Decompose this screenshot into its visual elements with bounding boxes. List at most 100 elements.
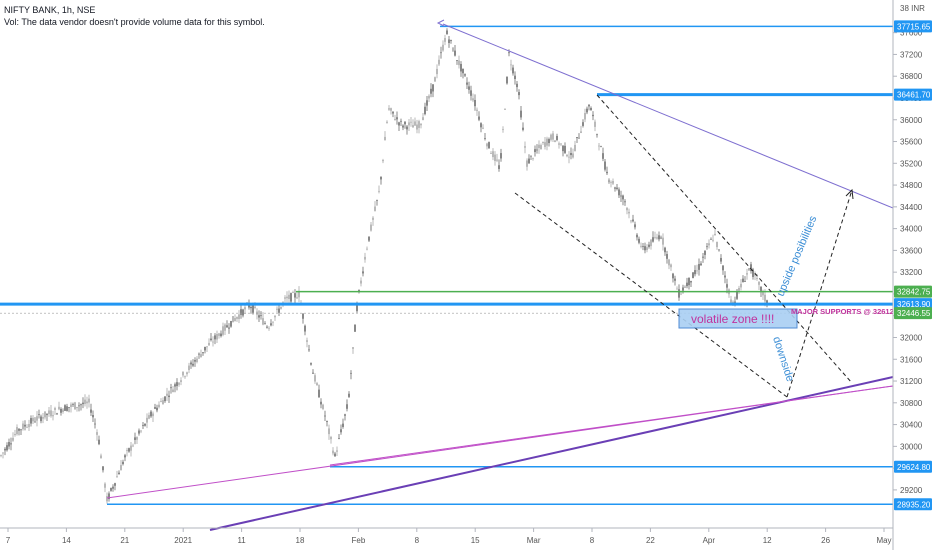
candle-body [674, 278, 676, 281]
price-level-tag: 36461.70 [894, 88, 932, 101]
candle-body [550, 134, 552, 140]
candle-body [14, 433, 16, 436]
candle-body [270, 323, 272, 326]
price-tick-label: 29200 [900, 486, 923, 495]
price-tick-label: 36800 [900, 72, 923, 81]
candle-body [704, 250, 706, 255]
candle-body [454, 50, 456, 56]
candle-body [182, 371, 184, 376]
price-tick-label: 32000 [900, 333, 923, 342]
candle-body [60, 408, 62, 413]
candle-body [2, 452, 4, 454]
candle-body [610, 181, 612, 183]
candle-body [190, 362, 192, 365]
candle-body [40, 416, 42, 422]
candle-body [450, 40, 452, 42]
candle-body [252, 304, 254, 313]
time-tick-label: Mar [527, 536, 541, 545]
candle-body [512, 67, 514, 74]
candle-body [64, 405, 66, 411]
candle-body [604, 161, 606, 170]
price-tick-label: 34800 [900, 181, 923, 190]
candle-body [398, 122, 400, 126]
candle-body [500, 153, 502, 159]
candle-body [658, 235, 660, 240]
candle-body [334, 453, 336, 457]
candle-body [376, 199, 378, 201]
candle-body [718, 249, 720, 251]
candle-body [492, 151, 494, 158]
downside-label: downside [770, 335, 796, 383]
candle-body [446, 30, 448, 35]
candle-body [662, 237, 664, 245]
candle-body [732, 301, 734, 304]
symbol-title: NIFTY BANK, 1h, NSE [4, 5, 96, 15]
candle-body [530, 155, 532, 157]
candle-body [618, 189, 620, 196]
candle-body [264, 323, 266, 325]
candle-body [404, 121, 406, 125]
candle-body [354, 324, 356, 332]
price-tick-label: 35200 [900, 159, 923, 168]
candle-body [552, 133, 554, 140]
candle-body [418, 121, 420, 128]
candle-body [58, 406, 60, 410]
candle-body [534, 149, 536, 153]
time-tick-label: Feb [352, 536, 366, 545]
candle-body [490, 152, 492, 154]
candle-body [248, 304, 250, 308]
candle-body [166, 393, 168, 396]
candle-body [126, 450, 128, 451]
candle-body [486, 143, 488, 147]
candle-body [346, 404, 348, 409]
price-axis[interactable]: 2920029600300003040030800312003160032000… [892, 0, 932, 550]
time-tick-label: 7 [6, 536, 11, 545]
time-axis[interactable]: 7 14 21 2021 11 18 Feb 8 15 Mar 8 22 Apr 12 26 May [0, 527, 893, 545]
trendline-arrow [436, 19, 445, 27]
candle-body [426, 100, 428, 106]
candle-body [742, 278, 744, 283]
candle-body [730, 299, 732, 304]
candle-body [138, 430, 140, 434]
candle-body [238, 314, 240, 320]
candle-body [160, 401, 162, 402]
price-tag-bg [894, 88, 932, 101]
candle-body [652, 237, 654, 242]
candle-body [274, 315, 276, 318]
candle-body [452, 47, 454, 52]
candle-body [670, 264, 672, 268]
candle-body [236, 316, 238, 319]
candle-body [634, 224, 636, 228]
candle-body [92, 415, 94, 418]
candle-body [572, 153, 574, 158]
candle-body [348, 393, 350, 397]
candle-body [722, 265, 724, 271]
candle-body [432, 84, 434, 92]
candle-body [736, 291, 738, 299]
chart-header: NIFTY BANK, 1h, NSE Vol: The data vendor… [4, 4, 265, 28]
candle-body [142, 425, 144, 426]
candle-body [598, 145, 600, 147]
candle-body [244, 307, 246, 310]
price-tag-bg [894, 298, 932, 311]
candle-body [312, 372, 314, 374]
candle-body [642, 246, 644, 247]
candle-body [568, 156, 570, 158]
candle-body [588, 104, 590, 107]
candle-body [304, 325, 306, 332]
candle-body [112, 486, 114, 489]
candle-body [474, 99, 476, 107]
candle-body [10, 443, 12, 445]
candle-body [268, 327, 270, 329]
candle-body [164, 396, 166, 402]
candle-body [130, 445, 132, 451]
candle-body [540, 145, 542, 150]
candle-body [358, 289, 360, 292]
candle-body [504, 109, 506, 110]
time-tick-label: Apr [703, 536, 716, 545]
candle-body [170, 387, 172, 389]
time-tick-label: 18 [296, 536, 305, 545]
candle-body [6, 445, 8, 451]
candle-body [372, 217, 374, 220]
